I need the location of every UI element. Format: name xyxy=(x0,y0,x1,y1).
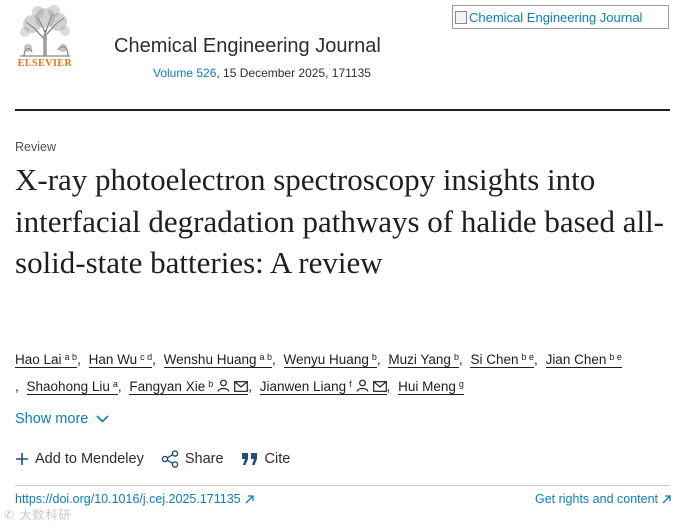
cite-label: Cite xyxy=(264,451,291,467)
external-link-arrow-icon xyxy=(662,494,671,503)
doi-link[interactable]: https://doi.org/10.1016/j.cej.2025.17113… xyxy=(15,492,254,506)
external-link-arrow-icon xyxy=(245,494,254,503)
add-to-mendeley-button[interactable]: Add to Mendeley xyxy=(15,451,144,467)
affiliation-marker: a xyxy=(112,379,118,389)
person-icon xyxy=(217,379,230,392)
affiliation-marker: b xyxy=(453,352,459,362)
author-link[interactable]: Si Chen b e xyxy=(470,352,535,368)
affiliation-marker: c d xyxy=(140,352,153,362)
affiliation-marker: b e xyxy=(609,352,622,362)
elsevier-wordmark: ELSEVIER xyxy=(17,58,73,69)
elsevier-logo[interactable] xyxy=(12,4,78,74)
affiliation-marker: a b xyxy=(64,352,78,362)
person-icon xyxy=(356,379,369,392)
show-more-button[interactable]: Show more xyxy=(15,411,109,427)
affiliation-marker: b xyxy=(208,379,214,389)
add-to-mendeley-label: Add to Mendeley xyxy=(35,451,144,467)
article-actions-bar: Add to Mendeley Share Cite xyxy=(15,450,307,468)
author-list: Hao Lai a b, Han Wu c d, Wenshu Huang a b, … xyxy=(15,352,622,395)
share-button[interactable]: Share xyxy=(161,450,224,468)
share-label: Share xyxy=(184,451,224,467)
chevron-down-icon xyxy=(96,415,109,423)
article-type-label: Review xyxy=(15,140,56,154)
author-link[interactable]: Shaohong Liu a xyxy=(26,379,118,395)
journal-cover-image[interactable]: Chemical Engineering Journal xyxy=(452,5,669,29)
affiliation-marker: a b xyxy=(259,352,272,362)
elsevier-tree-icon xyxy=(12,4,78,60)
affiliation-marker: b e xyxy=(521,352,535,362)
author-link[interactable]: Muzi Yang b xyxy=(388,352,459,368)
footer-divider xyxy=(15,485,670,486)
quote-icon xyxy=(241,453,257,465)
author-link[interactable]: Wenyu Huang b xyxy=(283,352,377,368)
show-more-label: Show more xyxy=(15,411,89,427)
journal-issue-info: Volume 526, 15 December 2025, 171135 xyxy=(153,66,371,80)
broken-image-icon xyxy=(455,10,467,24)
author-link[interactable]: Jian Chen b e xyxy=(545,352,622,368)
email-icon xyxy=(372,381,387,392)
journal-title-link[interactable]: Chemical Engineering Journal xyxy=(114,35,381,57)
affiliation-marker: g xyxy=(458,379,464,389)
share-icon xyxy=(161,450,179,468)
issue-date-number: , 15 December 2025, 171135 xyxy=(216,66,371,80)
article-title: X-ray photoelectron spectroscopy insight… xyxy=(15,162,665,280)
get-rights-link[interactable]: Get rights and content xyxy=(535,492,671,506)
volume-link[interactable]: Volume 526 xyxy=(153,66,217,80)
author-link[interactable]: Fangyan Xie b xyxy=(129,379,249,395)
email-icon xyxy=(234,381,249,392)
watermark: ✆ 大数科研 xyxy=(4,508,72,522)
author-link[interactable]: Hao Lai a b xyxy=(15,352,78,368)
plus-icon xyxy=(16,453,28,465)
affiliation-marker: f xyxy=(349,379,352,389)
author-link[interactable]: Wenshu Huang a b xyxy=(163,352,272,368)
doi-text: https://doi.org/10.1016/j.cej.2025.17113… xyxy=(15,492,241,506)
author-link[interactable]: Hui Meng g xyxy=(398,379,464,395)
cite-button[interactable]: Cite xyxy=(241,451,291,467)
affiliation-marker: b xyxy=(371,352,377,362)
author-link[interactable]: Han Wu c d xyxy=(88,352,153,368)
header-divider xyxy=(15,109,670,111)
author-link[interactable]: Jianwen Liang f xyxy=(259,379,387,395)
get-rights-text: Get rights and content xyxy=(535,492,658,506)
journal-cover-alt-text: Chemical Engineering Journal xyxy=(469,9,643,25)
